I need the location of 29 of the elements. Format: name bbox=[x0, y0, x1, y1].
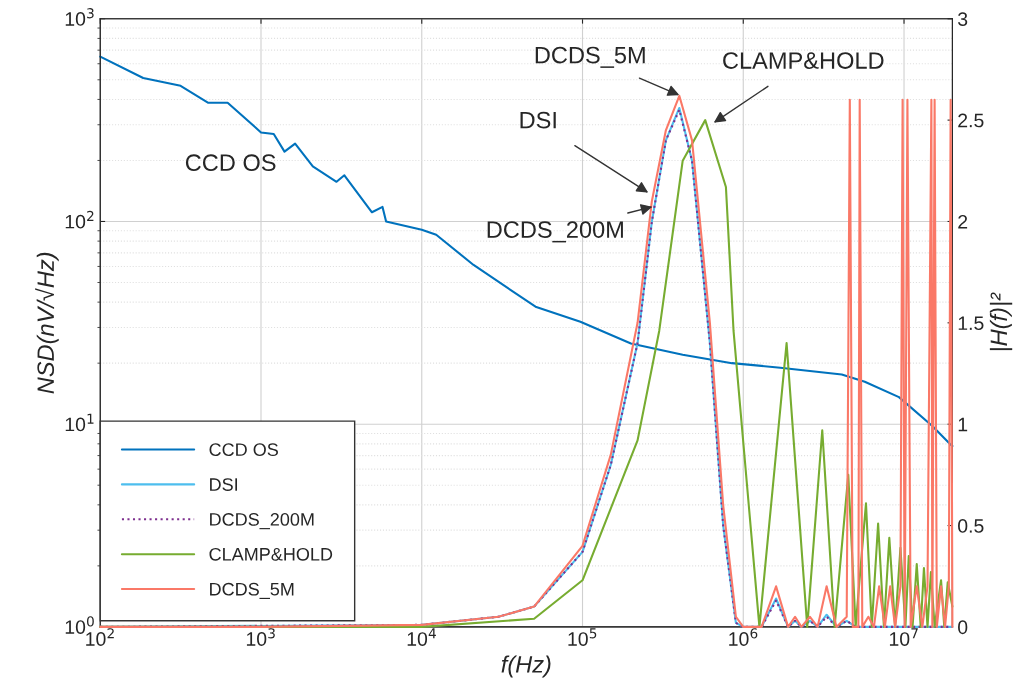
x-tick-label: 10$^{2}$ bbox=[86, 628, 114, 646]
legend-label: DCDS_200M bbox=[210, 513, 314, 530]
legend-label: CLAMP&HOLD bbox=[209, 547, 333, 561]
annotation: CCD OS bbox=[185, 154, 276, 172]
legend-label: CCD OS bbox=[209, 443, 278, 457]
y2-tick-label: 0 bbox=[958, 620, 968, 635]
x-tick-label: 10$^{5}$ bbox=[568, 628, 597, 646]
annotation: DCDS_200M bbox=[487, 221, 623, 243]
annotation: DSI bbox=[520, 111, 556, 129]
legend-label: DSI bbox=[210, 478, 238, 491]
x-tick-label: 10$^{4}$ bbox=[407, 628, 436, 646]
y2-tick-label: 0.5 bbox=[958, 519, 984, 533]
y-tick-label: 10$^{1}$ bbox=[65, 413, 94, 432]
y-tick-label: 10$^{2}$ bbox=[65, 210, 94, 229]
annotation: DCDS_5M bbox=[535, 46, 645, 68]
y-tick-label: 10$^{3}$ bbox=[65, 8, 94, 26]
x-tick-label: 10$^{3}$ bbox=[246, 628, 275, 646]
x-tick-label: 10$^{6}$ bbox=[729, 628, 758, 646]
y2-axis-title: |H(f)|² bbox=[989, 292, 1013, 351]
y-axis-title: NSD(nV/√Hz) bbox=[35, 252, 59, 394]
annotation: CLAMP&HOLD bbox=[723, 52, 884, 69]
legend-label: DCDS_5M bbox=[210, 582, 294, 599]
y2-tick-label: 2.5 bbox=[958, 113, 984, 128]
x-axis-title: f(Hz) bbox=[501, 655, 551, 678]
y2-tick-label: 1.5 bbox=[958, 316, 984, 331]
y2-tick-label: 2 bbox=[958, 214, 968, 229]
y2-tick-label: 1 bbox=[958, 417, 968, 432]
x-tick-label: 10$^{7}$ bbox=[889, 628, 918, 646]
y2-tick-label: 3 bbox=[958, 12, 968, 26]
